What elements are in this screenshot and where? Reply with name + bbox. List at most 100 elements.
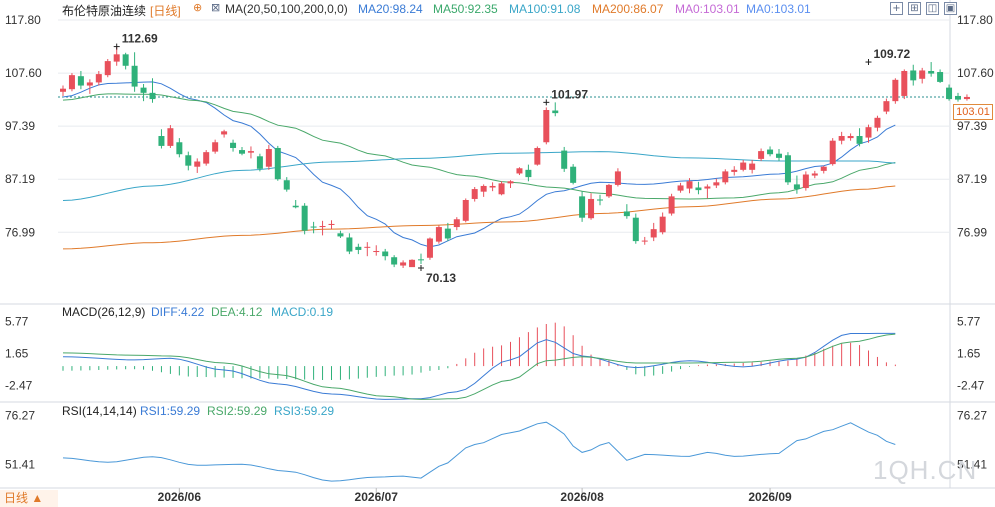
- candle-up: [811, 173, 818, 176]
- candle-up: [203, 152, 210, 164]
- candle-up: [104, 61, 111, 76]
- candle-down: [149, 92, 156, 100]
- candle-up: [409, 259, 416, 268]
- candle-down: [946, 87, 953, 100]
- rsi-label: RSI(14,14,14): [62, 404, 137, 418]
- instrument-title: 布伦特原油连续: [62, 4, 147, 18]
- fit-icon[interactable]: +: [890, 2, 903, 15]
- ma50-value: MA50:92.35: [433, 2, 498, 16]
- ma100-value: MA100:91.08: [509, 2, 581, 16]
- indicator-toggle-icon[interactable]: ⊠: [211, 1, 221, 14]
- candle-down: [623, 211, 630, 217]
- candle-down: [346, 237, 353, 252]
- candle-down: [597, 199, 603, 201]
- candle-up: [722, 171, 729, 183]
- candle-down: [239, 150, 245, 154]
- candle-down: [140, 87, 147, 93]
- image-icon[interactable]: ▣: [944, 2, 957, 15]
- candle-down: [695, 187, 702, 191]
- extreme-label: 109.72: [874, 47, 911, 61]
- candle-down: [776, 153, 782, 158]
- macd-tick-right: -2.47: [957, 378, 985, 392]
- price-tick-right: 117.80: [957, 13, 993, 27]
- candle-up: [212, 142, 219, 152]
- candle-down: [337, 233, 344, 237]
- ma-line-ma50: [62, 93, 896, 200]
- candle-up: [883, 101, 890, 112]
- candle-down: [77, 76, 84, 86]
- macd-tick-left: 1.65: [5, 346, 29, 360]
- extreme-label: 112.69: [122, 32, 158, 46]
- candle-down: [391, 257, 398, 265]
- candle-up: [462, 200, 469, 221]
- candle-up: [453, 219, 460, 228]
- candle-up: [668, 196, 675, 214]
- price-tick-right: 97.39: [957, 119, 987, 133]
- price-tick-left: 117.80: [5, 13, 41, 27]
- macd-dea-value: DEA:4.12: [211, 305, 263, 319]
- price-tick-left: 107.60: [5, 66, 42, 80]
- macd-diff-value: DIFF:4.22: [151, 305, 205, 319]
- candle-up: [605, 184, 612, 197]
- candle-up: [650, 229, 657, 238]
- candle-up: [498, 183, 505, 195]
- period-selector[interactable]: 日线 ▲: [0, 490, 58, 507]
- candle-down: [382, 251, 389, 257]
- candle-up: [60, 88, 66, 92]
- candle-up: [641, 240, 648, 242]
- candle-up: [614, 171, 621, 185]
- candle-up: [686, 181, 693, 189]
- candle-down: [158, 136, 165, 146]
- candle-up: [113, 54, 120, 62]
- candle-up: [838, 136, 845, 141]
- x-axis-label: 2026/08: [560, 490, 604, 504]
- extreme-label: 70.13: [426, 271, 456, 285]
- candle-down: [185, 155, 192, 166]
- candle-down: [292, 205, 299, 208]
- candle-down: [444, 228, 451, 239]
- settings-icon[interactable]: ⊕: [193, 1, 203, 14]
- candle-up: [489, 185, 496, 188]
- candle-down: [230, 142, 237, 148]
- x-axis-label: 2026/09: [748, 490, 792, 504]
- period-label[interactable]: [日线]: [150, 4, 181, 18]
- macd-tick-right: 1.65: [957, 346, 981, 360]
- candle-down: [928, 70, 935, 74]
- candle-up: [86, 82, 93, 86]
- candle-up: [847, 136, 854, 139]
- candle-up: [95, 74, 102, 83]
- price-tick-right: 76.99: [957, 225, 987, 239]
- candle-down: [301, 205, 308, 231]
- candle-down: [310, 226, 317, 228]
- price-tick-right: 87.19: [957, 172, 987, 186]
- zoom-icon[interactable]: ⊞: [908, 2, 921, 15]
- candle-down: [856, 136, 863, 144]
- candle-up: [677, 185, 684, 191]
- candle-down: [793, 184, 800, 190]
- candle-up: [802, 174, 809, 189]
- macd-tick-left: 5.77: [5, 314, 29, 328]
- ma0a-value: MA0:103.01: [675, 2, 740, 16]
- candle-up: [892, 79, 899, 102]
- candle-up: [194, 161, 201, 167]
- candle-down: [955, 95, 961, 100]
- candle-up: [364, 246, 371, 248]
- macd-tick-right: 5.77: [957, 314, 981, 328]
- price-tick-right: 107.60: [957, 66, 994, 80]
- candle-up: [820, 166, 827, 171]
- candle-up: [247, 151, 254, 153]
- candle-up: [319, 226, 326, 228]
- ma-line-ma100: [62, 151, 896, 201]
- split-icon[interactable]: ◫: [926, 2, 939, 15]
- candle-up: [731, 169, 738, 172]
- macd-tick-left: -2.47: [5, 378, 33, 392]
- candle-up: [713, 182, 720, 186]
- price-tick-left: 97.39: [5, 119, 35, 133]
- candle-up: [588, 198, 595, 219]
- current-price-tag: 103.01: [953, 104, 993, 120]
- candle-down: [632, 217, 639, 242]
- candle-up: [507, 181, 514, 184]
- price-tick-left: 87.19: [5, 172, 35, 186]
